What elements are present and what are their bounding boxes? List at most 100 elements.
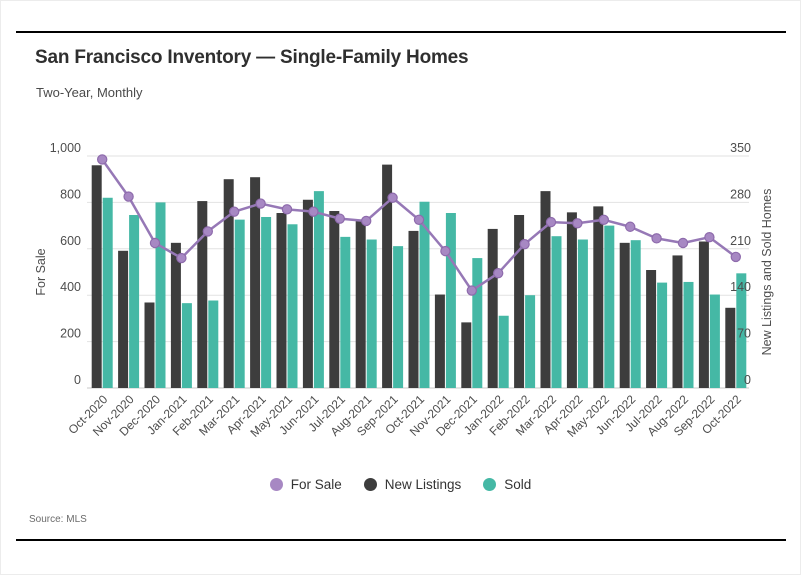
left-tick-label: 1,000: [50, 141, 81, 155]
bar-sold: [313, 191, 324, 388]
for-sale-point: [493, 267, 504, 279]
bar-sold: [181, 303, 192, 388]
bar-new-listings: [487, 228, 498, 388]
bar-new-listings: [302, 199, 313, 388]
bar-sold: [498, 315, 509, 388]
legend-label: Sold: [504, 477, 532, 492]
legend-dot: [363, 478, 377, 491]
bar-new-listings: [276, 213, 287, 388]
for-sale-point: [413, 214, 425, 225]
bar-sold: [709, 294, 720, 388]
bar-new-listings: [434, 294, 445, 388]
bar-sold: [445, 213, 456, 388]
bar-new-listings: [408, 230, 419, 388]
bar-new-listings: [197, 201, 208, 388]
for-sale-point: [704, 231, 715, 243]
bar-new-listings: [144, 302, 155, 388]
bar-sold: [683, 281, 694, 388]
bar-sold: [525, 295, 536, 388]
for-sale-point: [149, 237, 161, 249]
source-note: Source: MLS: [29, 514, 87, 525]
for-sale-point: [572, 218, 583, 229]
left-tick-label: 400: [60, 280, 81, 294]
bar-sold: [261, 216, 272, 388]
bar-new-listings: [91, 165, 102, 388]
legend-item-for-sale: For Sale: [269, 477, 342, 492]
for-sale-point: [651, 233, 662, 244]
bar-new-listings: [593, 206, 604, 388]
for-sale-point: [519, 238, 530, 250]
legend-item-new-listings: New Listings: [363, 477, 462, 492]
bar-new-listings: [250, 177, 261, 388]
for-sale-point: [598, 214, 610, 225]
bar-sold: [551, 236, 562, 388]
for-sale-point: [96, 154, 108, 165]
legend-label: New Listings: [384, 477, 462, 492]
bar-sold: [129, 214, 140, 388]
bar-sold: [630, 240, 641, 388]
bar-sold: [604, 225, 615, 388]
for-sale-point: [228, 206, 240, 217]
legend-label: For Sale: [290, 477, 342, 492]
right-tick-label: 210: [730, 234, 751, 248]
left-axis-title: For Sale: [34, 248, 48, 295]
bar-new-listings: [646, 270, 657, 388]
bar-sold: [340, 236, 351, 388]
for-sale-point: [677, 237, 689, 249]
legend-dot: [269, 478, 283, 491]
right-axis-title: New Listings and Sold Homes: [760, 189, 774, 356]
for-sale-polyline: [101, 158, 737, 292]
bar-sold: [155, 202, 166, 388]
bar-new-listings: [672, 255, 683, 388]
bar-new-listings: [170, 242, 181, 388]
left-tick-label: 800: [60, 187, 81, 201]
bar-new-listings: [514, 214, 525, 388]
for-sale-point: [625, 221, 636, 232]
for-sale-point: [466, 285, 477, 296]
bar-new-listings: [329, 211, 340, 388]
right-tick-label: 350: [730, 141, 751, 155]
bar-new-listings: [223, 179, 234, 388]
for-sale-point: [281, 204, 293, 215]
for-sale-point: [334, 213, 345, 224]
for-sale-point: [308, 206, 319, 217]
bar-sold: [736, 273, 747, 388]
bar-new-listings: [725, 307, 736, 388]
for-sale-point: [202, 226, 213, 237]
bar-new-listings: [566, 212, 577, 388]
bar-sold: [287, 224, 298, 388]
for-sale-point: [440, 245, 451, 257]
bar-sold: [102, 197, 113, 388]
right-tick-label: 280: [730, 187, 751, 201]
bar-sold: [208, 300, 219, 388]
left-tick-label: 600: [60, 234, 81, 248]
for-sale-point: [387, 192, 398, 203]
left-tick-label: 200: [60, 327, 81, 341]
for-sale-line: [96, 154, 742, 296]
bar-sold: [366, 239, 377, 388]
for-sale-point: [361, 215, 372, 227]
left-axis-tick-labels: 0 200 400 600 800 1,000: [50, 141, 81, 387]
bar-sold: [577, 239, 588, 388]
right-tick-label: 140: [730, 280, 751, 294]
for-sale-point: [176, 252, 187, 264]
bar-new-listings: [698, 241, 709, 388]
right-tick-label: 0: [744, 373, 751, 387]
right-tick-label: 70: [737, 327, 751, 341]
bar-sold: [393, 246, 404, 388]
bar-new-listings: [118, 250, 129, 388]
legend-dot: [483, 478, 497, 491]
bar-new-listings: [619, 242, 630, 388]
chart-subtitle: Two-Year, Monthly: [36, 85, 143, 100]
bar-new-listings: [540, 191, 551, 388]
bar-new-listings: [461, 322, 472, 388]
legend-item-sold: Sold: [483, 477, 531, 492]
bar-sold: [419, 201, 430, 388]
right-axis-tick-labels: 0 70 140 210 280 350: [730, 141, 751, 387]
for-sale-point: [255, 198, 266, 209]
legend: For Sale New Listings Sold: [1, 477, 800, 492]
bottom-rule: [16, 539, 786, 541]
bar-sold: [657, 282, 668, 388]
